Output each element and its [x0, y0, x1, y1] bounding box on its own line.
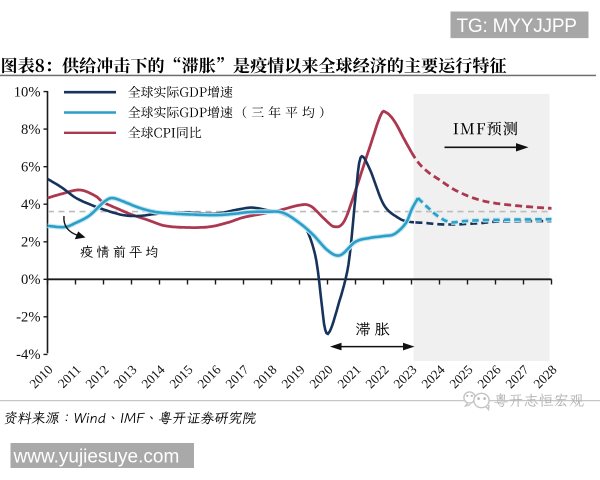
svg-text:0%: 0%: [21, 272, 40, 288]
svg-text:4%: 4%: [21, 197, 40, 213]
svg-text:6%: 6%: [21, 159, 40, 175]
svg-text:TG: MYYJJPP: TG: MYYJJPP: [457, 16, 577, 37]
svg-text:-4%: -4%: [16, 347, 40, 363]
svg-text:8%: 8%: [21, 122, 40, 138]
svg-text:2%: 2%: [21, 235, 40, 251]
svg-text:-2%: -2%: [16, 310, 40, 326]
svg-text:www.yujiesuye.com: www.yujiesuye.com: [13, 447, 180, 468]
svg-text:10%: 10%: [14, 84, 41, 100]
